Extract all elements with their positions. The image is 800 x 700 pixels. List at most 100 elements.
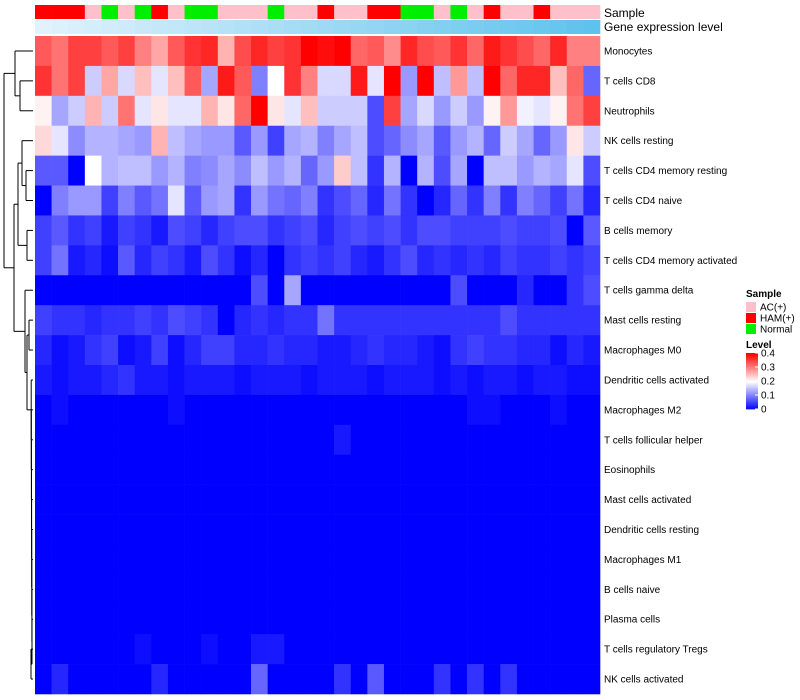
heatmap-cell (367, 275, 385, 306)
heatmap-cell (334, 634, 352, 665)
heatmap-cell (201, 305, 219, 336)
heatmap-cell (550, 604, 568, 635)
heatmap-cell (267, 634, 285, 665)
heatmap-cell (35, 634, 52, 665)
legend-gradient-step (746, 368, 758, 371)
heatmap-cell (51, 95, 69, 127)
heatmap-cell (101, 664, 119, 695)
heatmap-cell (184, 155, 202, 186)
heatmap-cell (84, 335, 102, 366)
heatmap-cell (516, 335, 534, 366)
heatmap-cell (300, 36, 318, 67)
heatmap-cell (483, 454, 501, 485)
heatmap-cell (450, 664, 468, 695)
heatmap-cell (118, 394, 136, 426)
heatmap-cell (134, 155, 152, 186)
heatmap-cell (84, 544, 102, 575)
heatmap-cell (533, 185, 551, 216)
heatmap-cell (267, 36, 285, 67)
heatmap-cell (101, 544, 119, 575)
heatmap-cell (334, 185, 352, 216)
heatmap-cell (84, 65, 102, 97)
row-label: Macrophages M1 (604, 555, 682, 566)
heatmap-cell (400, 544, 418, 575)
heatmap-cell (51, 36, 69, 67)
legend-gradient-step (746, 396, 758, 399)
heatmap-cell (500, 365, 518, 396)
heatmap-cell (516, 275, 534, 306)
heatmap-cell (68, 454, 86, 485)
heatmap-cell (201, 544, 219, 575)
heatmap-cell (300, 604, 318, 635)
heatmap-cell (500, 514, 518, 545)
row-label: T cells CD4 memory activated (604, 256, 737, 267)
heatmap-cell (51, 365, 69, 396)
heatmap-cell (433, 215, 451, 246)
heatmap-cell (51, 514, 69, 545)
sample-annotation-cell (400, 5, 418, 19)
heatmap-cell (251, 155, 268, 186)
heatmap-cell (167, 574, 185, 605)
heatmap-cell (566, 664, 584, 695)
heatmap-cell (483, 65, 501, 97)
heatmap-cell (284, 335, 302, 366)
legend-gradient-step (746, 404, 758, 407)
heatmap-cell (334, 604, 352, 635)
heatmap-cell (68, 245, 86, 276)
heatmap-cell (84, 155, 102, 186)
heatmap-cell (134, 424, 152, 456)
heatmap-cell (450, 245, 468, 276)
heatmap-cell (101, 335, 119, 366)
heatmap-cell (317, 155, 335, 186)
heatmap-cell (68, 95, 86, 127)
heatmap-cell (118, 275, 136, 306)
heatmap-cell (550, 335, 568, 366)
heatmap-cell (350, 65, 368, 97)
heatmap-cell (51, 155, 69, 186)
heatmap-cell (350, 394, 368, 426)
heatmap-cell (483, 484, 501, 515)
heatmap-cell (84, 36, 102, 67)
heatmap-cell (118, 454, 136, 485)
heatmap-cell (84, 275, 102, 306)
heatmap-cell (35, 275, 52, 306)
heatmap-cell (201, 454, 219, 485)
heatmap-cell (367, 185, 385, 216)
heatmap-cell (483, 365, 501, 396)
heatmap-cell (101, 245, 119, 276)
heatmap-cell (251, 664, 268, 695)
heatmap-cell (533, 484, 551, 515)
heatmap-cell (267, 604, 285, 635)
heatmap-cell (334, 245, 352, 276)
heatmap-cell (467, 245, 484, 276)
heatmap-cell (433, 424, 451, 456)
heatmap-cell (234, 454, 252, 485)
legend-gradient-step (746, 381, 758, 383)
heatmap-cell (367, 365, 385, 396)
heatmap-cell (516, 95, 534, 127)
heatmap-cell (334, 95, 352, 127)
row-labels: Monocytes T cells CD8 Neutrophils NK cells … (604, 46, 737, 685)
expression-annotation-cell (350, 20, 368, 34)
heatmap-cell (533, 365, 551, 396)
heatmap-cell (167, 424, 185, 456)
sample-annotation-label: Sample (604, 6, 645, 20)
heatmap-cell (267, 454, 285, 485)
heatmap-cell (483, 335, 501, 366)
legend-gradient-step (746, 379, 758, 382)
sample-annotation-cell (101, 5, 119, 19)
heatmap-cell (118, 65, 136, 97)
heatmap-cell (51, 275, 69, 306)
legend-gradient-step (746, 395, 758, 397)
heatmap-cell (516, 125, 534, 156)
heatmap-cell (217, 424, 235, 456)
heatmap-cell (134, 125, 152, 156)
heatmap-cell (583, 514, 601, 545)
heatmap-cell (433, 155, 451, 186)
sample-annotation-cell (251, 5, 268, 19)
heatmap-cell (317, 365, 335, 396)
heatmap-cell (550, 95, 568, 127)
heatmap-cell (317, 394, 335, 426)
heatmap-cell (184, 544, 202, 575)
heatmap-cell (184, 365, 202, 396)
